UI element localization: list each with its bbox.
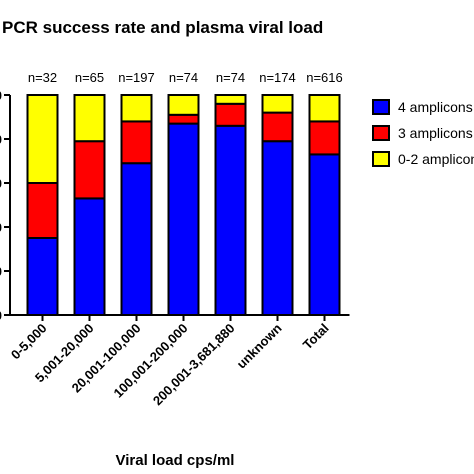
annotation: n=197 xyxy=(118,70,155,85)
annotation: n=74 xyxy=(216,70,245,85)
y-tick-label: 80 xyxy=(0,132,2,147)
legend-swatch xyxy=(372,125,390,141)
bar-segment xyxy=(120,162,153,316)
annotation: n=65 xyxy=(75,70,104,85)
bar-segment xyxy=(26,237,59,316)
bar-segment xyxy=(308,94,341,123)
bar-segment xyxy=(73,140,106,200)
bar-segment xyxy=(261,140,294,316)
bar-segment xyxy=(214,102,247,127)
bar-segment xyxy=(120,120,153,165)
bar-segment xyxy=(261,111,294,143)
legend-label: 3 amplicons xyxy=(398,125,473,141)
x-tick-label: 200,001-3,681,880 xyxy=(150,321,238,409)
x-tick-label: 0-5,000 xyxy=(8,321,50,363)
legend-label: 4 amplicons xyxy=(398,99,473,115)
bar-segment xyxy=(73,94,106,143)
bar-segment xyxy=(167,94,200,116)
x-axis-label: Viral load cps/ml xyxy=(116,452,235,469)
y-tick-label: 20 xyxy=(0,264,2,279)
legend-label: 0-2 amplicons xyxy=(398,151,474,167)
bar-segment xyxy=(214,124,247,316)
legend-swatch xyxy=(372,151,390,167)
legend-swatch xyxy=(372,99,390,115)
bar-segment xyxy=(308,120,341,156)
bar-segment xyxy=(167,122,200,316)
bar-segment xyxy=(73,197,106,316)
annotation: n=616 xyxy=(306,70,343,85)
y-tick-label: 60 xyxy=(0,176,2,191)
chart-title: PCR success rate and plasma viral load xyxy=(2,18,323,37)
bar-segment xyxy=(214,94,247,105)
bar-segment xyxy=(26,94,59,184)
x-tick-label: Total xyxy=(300,321,332,353)
bar-segment xyxy=(308,153,341,316)
annotation: n=74 xyxy=(169,70,198,85)
y-tick-label: 40 xyxy=(0,220,2,235)
bar-segment xyxy=(167,113,200,125)
annotation: n=32 xyxy=(28,70,57,85)
y-tick-label: 100 xyxy=(0,88,2,103)
bar-segment xyxy=(261,94,294,114)
bar-segment xyxy=(120,94,153,123)
y-tick-label: 0 xyxy=(0,308,2,323)
annotation: n=174 xyxy=(259,70,296,85)
x-tick-label: unknown xyxy=(234,320,285,371)
bar-segment xyxy=(26,182,59,239)
